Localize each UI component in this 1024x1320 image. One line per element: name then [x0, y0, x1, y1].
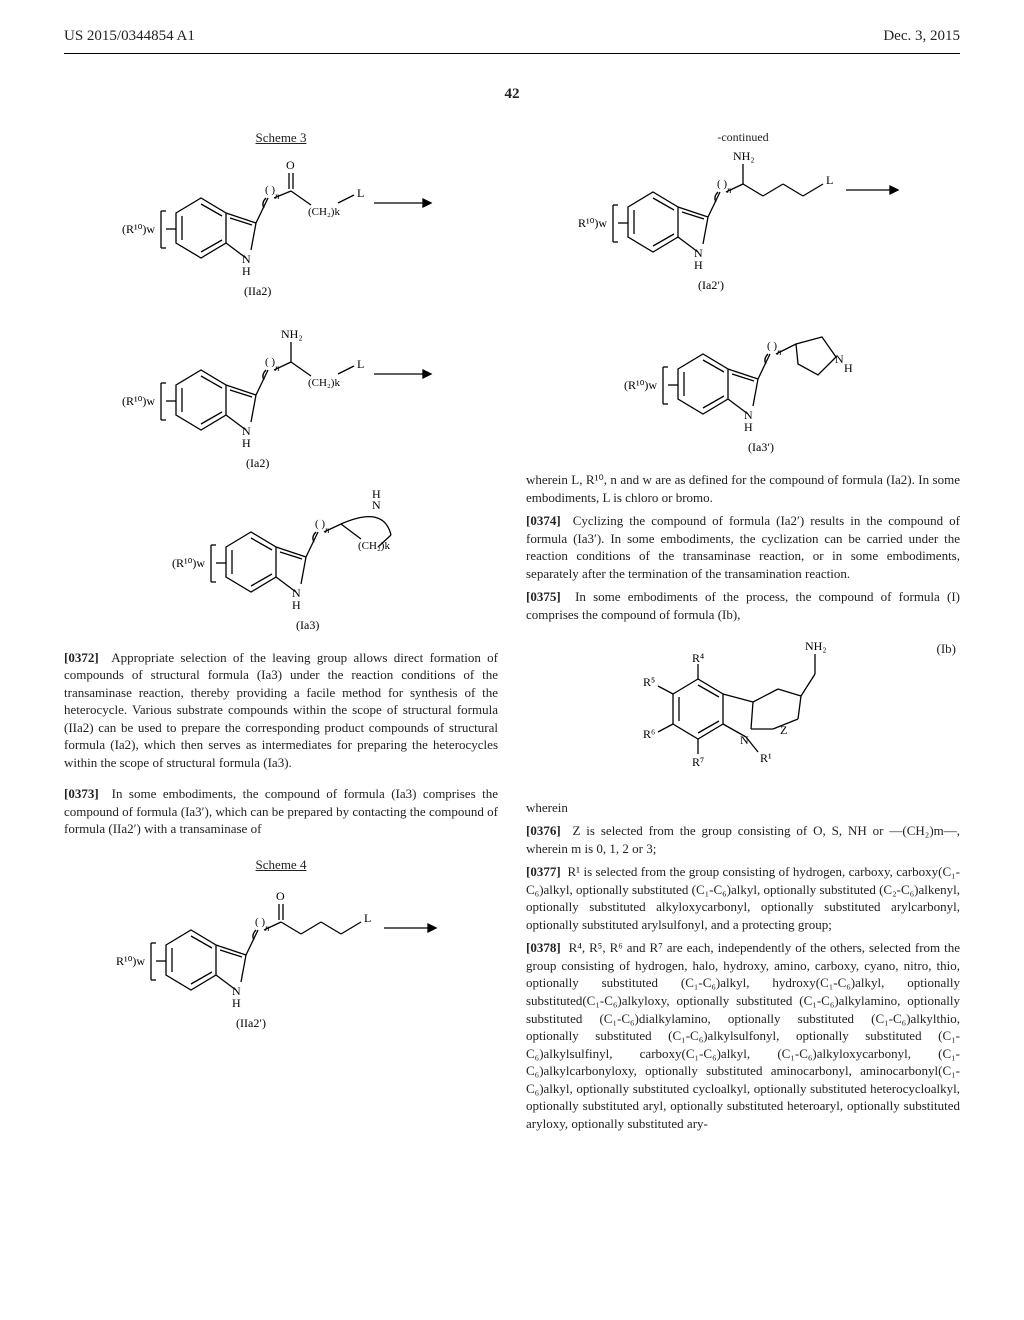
two-column-body: Scheme 3	[0, 125, 1024, 1178]
parnum-0377: [0377]	[526, 864, 561, 879]
para-0377: [0377] R¹ is selected from the group con…	[526, 863, 960, 933]
svg-text:( ): ( )	[767, 340, 777, 352]
svg-text:(CH₂)k: (CH₂)k	[358, 540, 390, 552]
ch2k-label: (CH₂)k	[308, 206, 340, 218]
Ia2p-tag: (Ia2′)	[698, 278, 724, 292]
IIa2-tag: (IIa2)	[244, 284, 271, 298]
svg-text:NH₂: NH₂	[733, 149, 755, 163]
svg-text:(R¹⁰)w: (R¹⁰)w	[172, 556, 205, 570]
para-0378: [0378] R⁴, R⁵, R⁶ and R⁷ are each, indep…	[526, 939, 960, 1132]
svg-text:n: n	[325, 525, 330, 535]
svg-text:H: H	[232, 996, 241, 1010]
svg-text:R⁷: R⁷	[692, 755, 704, 769]
svg-text:N: N	[835, 352, 844, 366]
svg-text:O: O	[276, 889, 285, 903]
svg-text:(R¹⁰)w: (R¹⁰)w	[578, 216, 607, 230]
wherein-label: wherein	[526, 799, 960, 817]
parnum-0373: [0373]	[64, 786, 99, 801]
parnum-0374: [0374]	[526, 513, 561, 528]
page-number: 42	[0, 86, 1024, 103]
parnum-0378: [0378]	[526, 940, 561, 955]
doc-date: Dec. 3, 2015	[883, 28, 960, 45]
svg-text:R⁴: R⁴	[692, 651, 704, 665]
parnum-0376: [0376]	[526, 823, 561, 838]
post-Ia3p-text: wherein L, R¹⁰, n and w are as defined f…	[526, 471, 960, 506]
svg-text:H: H	[242, 436, 251, 450]
Ib-right-tag: (Ib)	[937, 640, 957, 658]
svg-text:H: H	[844, 361, 853, 375]
svg-text:( ): ( )	[717, 178, 727, 190]
svg-text:H: H	[694, 258, 703, 272]
svg-text:L: L	[364, 911, 371, 925]
svg-text:L: L	[826, 173, 833, 187]
svg-text:N: N	[740, 733, 749, 747]
continued-label: -continued	[526, 129, 960, 145]
svg-text:(R¹⁰)w: (R¹⁰)w	[116, 954, 145, 968]
svg-text:n: n	[275, 363, 280, 373]
svg-text:n: n	[727, 185, 732, 195]
svg-text:R⁵: R⁵	[643, 675, 655, 689]
svg-text:R⁶: R⁶	[643, 727, 655, 741]
structure-Ia3: (R¹⁰)w ( ) n (CH₂)k N H N H (Ia3)	[64, 487, 498, 637]
svg-text:R¹: R¹	[760, 751, 772, 765]
svg-text:( ): ( )	[315, 518, 325, 530]
para-0376: [0376] Z is selected from the group cons…	[526, 822, 960, 857]
svg-text:( ): ( )	[265, 356, 275, 368]
para-0373: [0373] In some embodiments, the compound…	[64, 785, 498, 838]
para-0375: [0375] In some embodiments of the proces…	[526, 588, 960, 623]
svg-text:Z: Z	[780, 723, 787, 737]
parnum-0372: [0372]	[64, 650, 99, 665]
left-column: Scheme 3	[64, 125, 498, 1138]
structure-Ib: NH₂ R⁴ R⁵ R⁶ R⁷ N R¹ Z	[526, 634, 960, 794]
structure-Ia2p: (R¹⁰)w NH₂ ( ) n L N H (Ia2′)	[526, 147, 960, 297]
Ia3-tag: (Ia3)	[296, 618, 319, 632]
page-header: US 2015/0344854 A1 Dec. 3, 2015	[0, 0, 1024, 51]
para-0374: [0374] Cyclizing the compound of formula…	[526, 512, 960, 582]
r10w-label: (R¹⁰)w	[122, 222, 155, 236]
svg-text:n: n	[777, 347, 782, 357]
header-rule	[64, 53, 960, 54]
right-column: -continued	[526, 125, 960, 1138]
svg-text:L: L	[357, 357, 364, 371]
o-label: O	[286, 158, 295, 172]
para-0372: [0372] Appropriate selection of the leav…	[64, 649, 498, 772]
svg-text:H: H	[372, 487, 381, 501]
structure-IIa2: (R¹⁰)w O ( ) n (CH₂)k L N H (IIa2)	[64, 153, 498, 308]
svg-text:H: H	[744, 420, 753, 434]
structure-Ia3p: (R¹⁰)w ( ) n N H N H (Ia3′)	[526, 309, 960, 459]
IIa2p-tag: (IIa2′)	[236, 1016, 266, 1030]
svg-text:NH₂: NH₂	[281, 327, 303, 341]
svg-text:(R¹⁰)w: (R¹⁰)w	[122, 394, 155, 408]
structure-IIa2p: (R¹⁰)w O ( ) n L N H (IIa2′)	[64, 880, 498, 1035]
svg-text:(R¹⁰)w: (R¹⁰)w	[624, 378, 657, 392]
Ia3p-tag: (Ia3′)	[748, 440, 774, 454]
scheme4-title: Scheme 4	[64, 856, 498, 874]
structure-Ia2: (R¹⁰)w NH₂ ( ) n (CH₂)k L N H (Ia2)	[64, 320, 498, 475]
doc-number: US 2015/0344854 A1	[64, 28, 195, 45]
svg-text:( ): ( )	[255, 916, 265, 928]
h-label: H	[242, 264, 251, 278]
scheme3-title: Scheme 3	[64, 129, 498, 147]
parnum-0375: [0375]	[526, 589, 561, 604]
svg-text:n: n	[265, 923, 270, 933]
svg-text:NH₂: NH₂	[805, 639, 827, 653]
l-label: L	[357, 186, 364, 200]
svg-text:n: n	[275, 191, 280, 201]
svg-text:( ): ( )	[265, 184, 275, 196]
Ia2-tag: (Ia2)	[246, 456, 269, 470]
svg-text:H: H	[292, 598, 301, 612]
svg-text:(CH₂)k: (CH₂)k	[308, 377, 340, 389]
